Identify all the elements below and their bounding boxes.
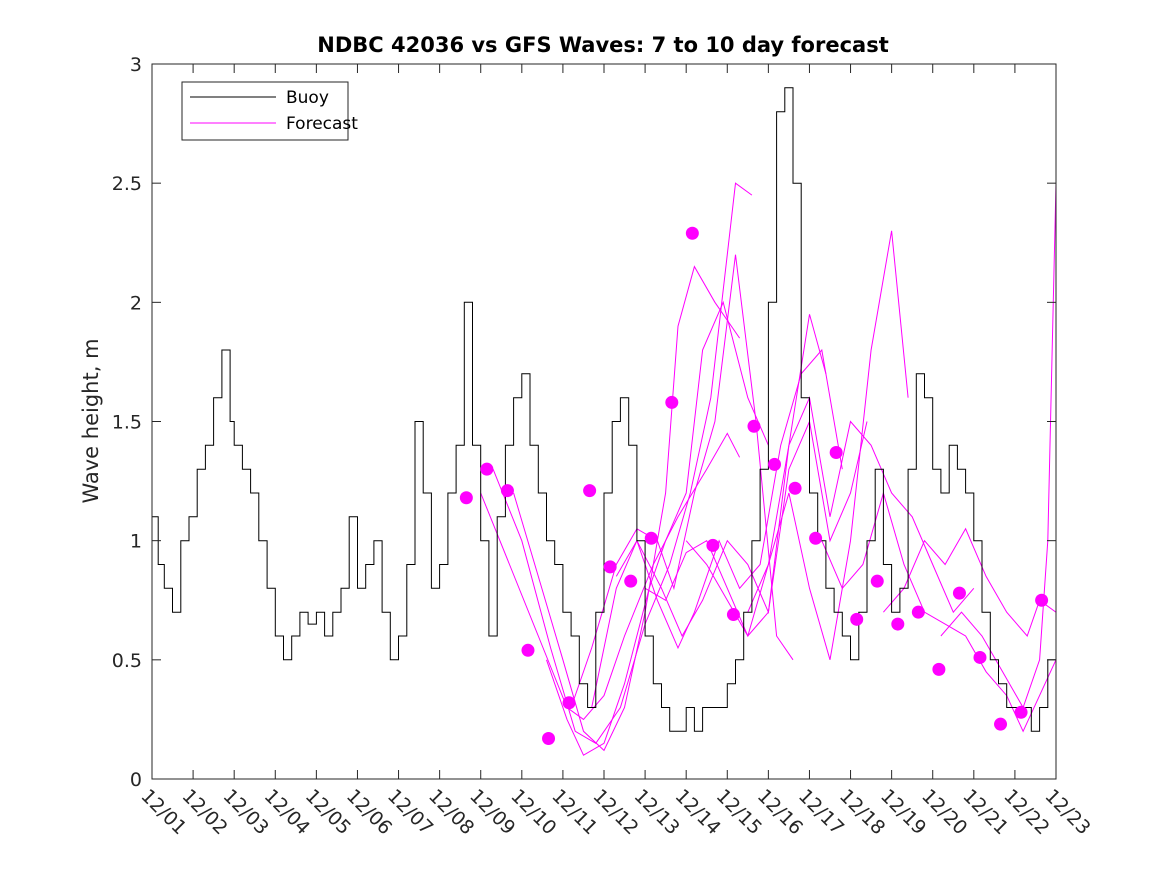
forecast-point	[830, 446, 843, 459]
forecast-point	[480, 463, 493, 476]
forecast-point	[768, 458, 781, 471]
y-tick-label: 1.5	[112, 412, 142, 434]
forecast-point	[665, 396, 678, 409]
forecast-point	[645, 532, 658, 545]
forecast-point	[973, 651, 986, 664]
forecast-point	[912, 606, 925, 619]
forecast-point	[563, 696, 576, 709]
forecast-point	[501, 484, 514, 497]
forecast-point	[747, 420, 760, 433]
y-tick-label: 3	[130, 54, 142, 76]
forecast-point	[624, 575, 637, 588]
legend-forecast-label: Forecast	[286, 114, 358, 134]
forecast-point	[521, 644, 534, 657]
y-tick-label: 0	[130, 769, 142, 791]
legend: Buoy Forecast	[182, 82, 358, 140]
forecast-point	[604, 560, 617, 573]
chart-title: NDBC 42036 vs GFS Waves: 7 to 10 day for…	[317, 33, 888, 57]
forecast-point	[1015, 706, 1028, 719]
forecast-point	[809, 532, 822, 545]
forecast-point	[871, 575, 884, 588]
forecast-point	[953, 587, 966, 600]
forecast-point	[460, 491, 473, 504]
forecast-point	[686, 227, 699, 240]
forecast-point	[932, 663, 945, 676]
y-tick-label: 1	[130, 531, 142, 553]
y-axis-label: Wave height, m	[79, 338, 103, 503]
y-tick-label: 2	[130, 292, 142, 314]
forecast-point	[542, 732, 555, 745]
figure-background	[0, 0, 1167, 875]
forecast-point	[994, 718, 1007, 731]
forecast-point	[1035, 594, 1048, 607]
legend-buoy-label: Buoy	[286, 88, 329, 108]
y-tick-label: 2.5	[112, 173, 142, 195]
forecast-point	[583, 484, 596, 497]
y-tick-label: 0.5	[112, 650, 142, 672]
forecast-point	[727, 608, 740, 621]
forecast-point	[850, 613, 863, 626]
forecast-point	[706, 539, 719, 552]
chart: NDBC 42036 vs GFS Waves: 7 to 10 day for…	[0, 0, 1167, 875]
forecast-point	[789, 482, 802, 495]
forecast-point	[891, 618, 904, 631]
